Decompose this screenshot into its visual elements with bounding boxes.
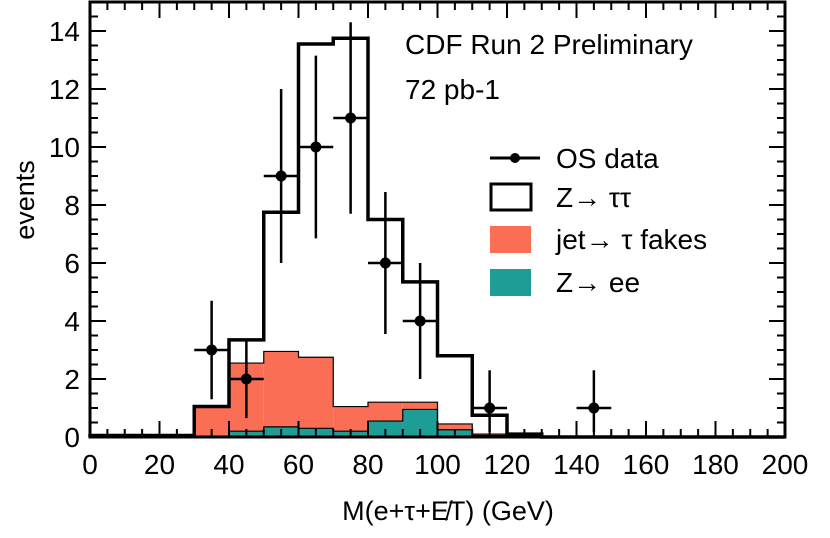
legend-label: OS data (556, 143, 659, 174)
legend-label: Z→ ee (556, 267, 640, 298)
y-tick-label: 10 (49, 132, 80, 163)
data-marker (484, 402, 496, 414)
data-point (229, 339, 264, 419)
x-axis-title: M(e+τ+E̸T) (GeV) (342, 496, 554, 526)
y-tick-label: 2 (64, 364, 80, 395)
x-tick-label: 120 (484, 449, 531, 480)
legend-ztautau-swatch (489, 182, 533, 212)
y-tick-label: 0 (64, 422, 80, 453)
x-tick-label: 80 (352, 449, 383, 480)
legend-entry-data: OS data (490, 143, 659, 174)
fakes-bar (263, 351, 299, 437)
data-points (194, 22, 612, 433)
x-ticks: 0 20 40 60 80 100 120 140 160 180 200 (82, 2, 808, 480)
fakes-bar (298, 357, 334, 437)
luminosity-label: 72 pb-1 (405, 74, 500, 105)
data-point (576, 370, 612, 433)
x-tick-label: 180 (692, 449, 739, 480)
legend-entry-fakes: jet→ τ fakes (490, 224, 707, 255)
data-point (298, 55, 334, 239)
axes-box (88, 0, 787, 439)
x-tick-label: 0 (82, 449, 98, 480)
data-point (472, 370, 507, 433)
data-point (368, 191, 403, 335)
x-tick-label: 100 (414, 449, 461, 480)
y-tick-label: 6 (64, 248, 80, 279)
legend-entry-zee: Z→ ee (490, 267, 640, 298)
data-marker (310, 141, 322, 153)
data-marker (345, 112, 357, 124)
legend-fakes-swatch (490, 226, 531, 253)
data-marker (275, 170, 287, 182)
legend-data-marker (510, 153, 520, 163)
x-tick-label: 60 (283, 449, 314, 480)
data-marker (588, 402, 600, 414)
data-point (402, 263, 438, 379)
data-marker (206, 344, 218, 356)
x-tick-label: 160 (623, 449, 670, 480)
y-tick-label: 8 (64, 190, 80, 221)
legend: OS data Z→ ττ jet→ τ fakes Z→ ee (489, 143, 707, 298)
data-marker (379, 257, 391, 269)
plot-frame (88, 0, 787, 439)
legend-label: jet→ τ fakes (555, 224, 707, 255)
data-point (333, 22, 368, 214)
data-marker (240, 373, 252, 385)
legend-entry-ztautau: Z→ ττ (489, 182, 631, 213)
data-point (263, 89, 299, 263)
x-tick-label: 40 (213, 449, 244, 480)
data-marker (414, 315, 426, 327)
data-point (194, 300, 229, 400)
y-tick-label: 12 (49, 74, 80, 105)
x-tick-label: 200 (762, 449, 809, 480)
experiment-label: CDF Run 2 Preliminary (405, 29, 693, 60)
x-tick-label: 20 (144, 449, 175, 480)
y-axis-title: events (10, 160, 40, 240)
y-tick-label: 4 (64, 306, 80, 337)
legend-zee-swatch (490, 269, 531, 296)
y-ticks: 0 2 4 6 8 10 12 14 (49, 1, 785, 453)
y-tick-label: 14 (49, 16, 80, 47)
legend-label: Z→ ττ (556, 182, 631, 213)
x-tick-label: 140 (553, 449, 600, 480)
